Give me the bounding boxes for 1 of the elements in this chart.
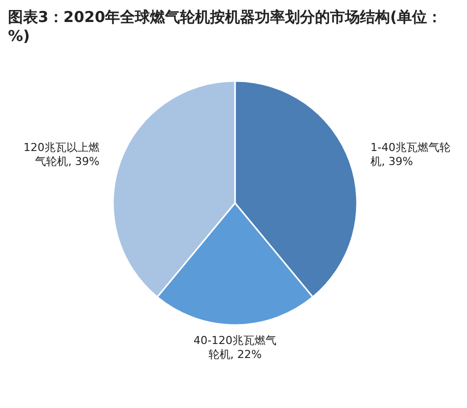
title: 图表3：2020年全球燃气轮机按机器功率划分的市场结构(单位：%)	[8, 8, 442, 45]
